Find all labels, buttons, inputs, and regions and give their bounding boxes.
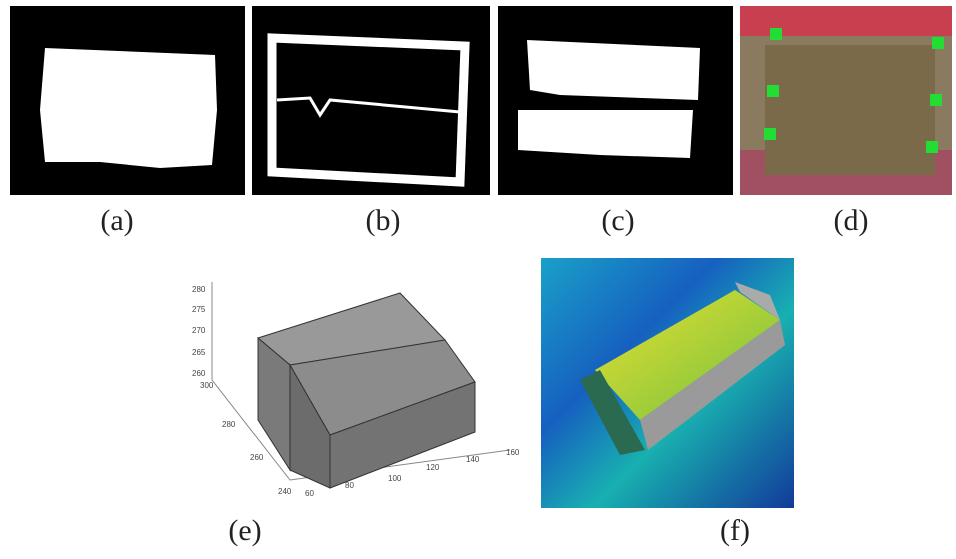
x-tick-label: 160: [506, 448, 520, 457]
panel-label: (a): [100, 204, 133, 237]
panel-f: [541, 258, 794, 508]
z-tick-label: 280: [192, 285, 206, 294]
panel-label: (c): [601, 204, 634, 237]
panel-e-plot: 280 275 270 265 260 300 280 260 240 60 8…: [192, 282, 520, 498]
y-tick-label: 240: [278, 487, 292, 496]
x-tick-label: 60: [305, 489, 314, 498]
figure: 280 275 270 265 260 300 280 260 240 60 8…: [0, 0, 956, 559]
panel-d: [740, 6, 952, 195]
x-tick-label: 80: [345, 481, 354, 490]
x-tick-label: 120: [426, 463, 440, 472]
panel-label: (e): [228, 514, 261, 547]
panel-label: (b): [366, 204, 401, 237]
y-tick-label: 280: [222, 420, 236, 429]
z-tick-label: 260: [192, 369, 206, 378]
z-tick-label: 270: [192, 326, 206, 335]
z-tick-label: 275: [192, 305, 206, 314]
y-tick-label: 300: [200, 381, 214, 390]
panel-c: [498, 6, 733, 195]
panel-label: (d): [834, 204, 869, 237]
z-tick-label: 265: [192, 348, 206, 357]
panel-a: [10, 6, 245, 195]
panel-label: (f): [720, 514, 750, 547]
x-tick-label: 140: [466, 455, 480, 464]
x-tick-label: 100: [388, 474, 402, 483]
panel-b: [252, 6, 490, 195]
y-tick-label: 260: [250, 453, 264, 462]
